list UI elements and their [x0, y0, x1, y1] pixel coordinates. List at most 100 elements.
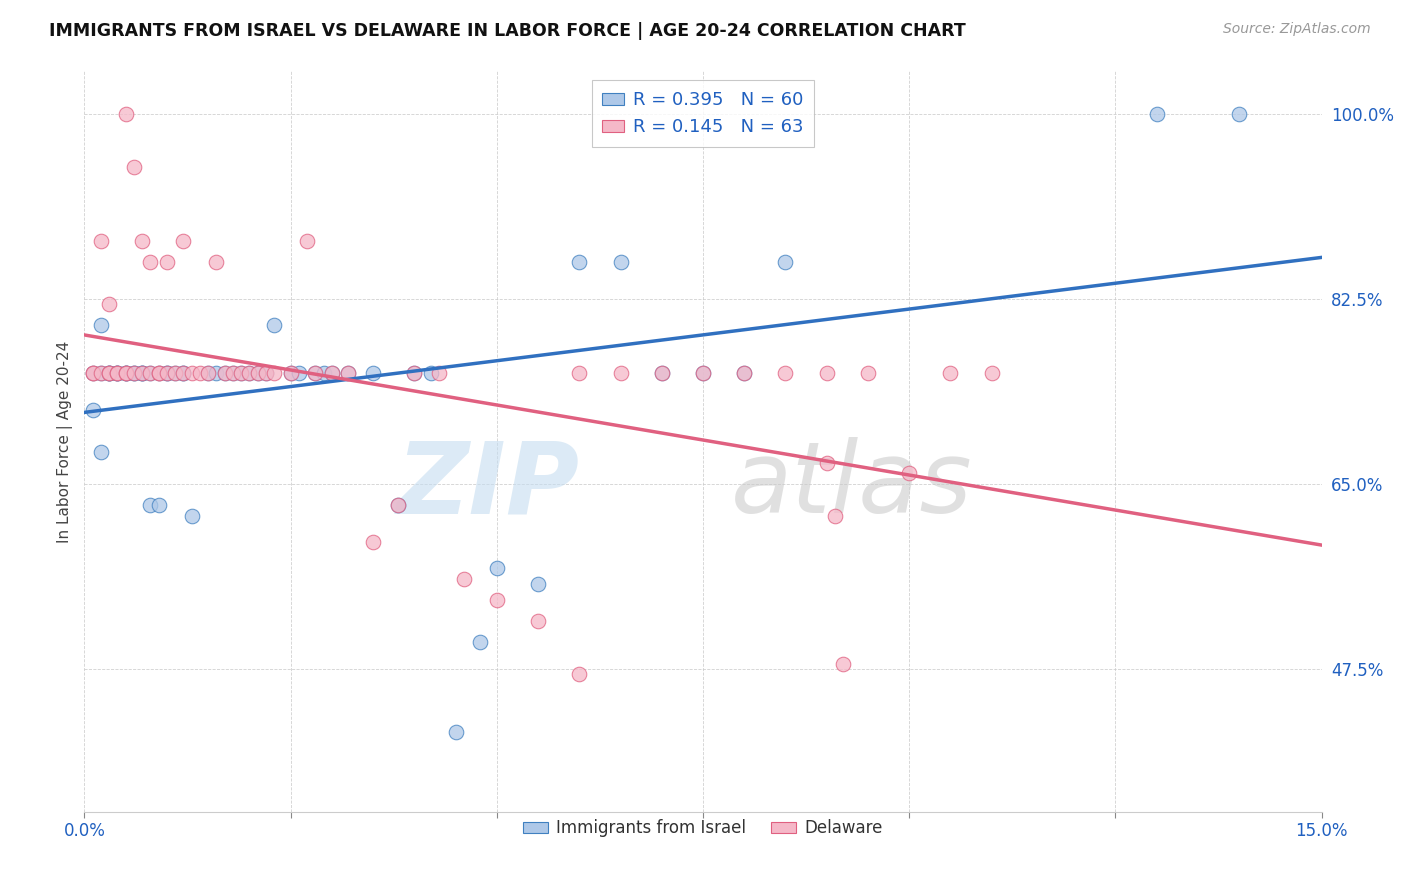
Point [139, 366, 162, 380]
Point [824, 508, 846, 523]
Point [444, 725, 467, 739]
Point [280, 366, 302, 380]
Point [280, 366, 302, 380]
Text: ZIP: ZIP [396, 437, 579, 534]
Point [238, 366, 260, 380]
Point [148, 366, 170, 380]
Point [172, 366, 194, 380]
Point [485, 561, 508, 575]
Point [733, 366, 755, 380]
Point [222, 366, 245, 380]
Point [733, 366, 755, 380]
Point [609, 366, 631, 380]
Point [304, 366, 326, 380]
Point [90, 318, 112, 333]
Point [122, 366, 145, 380]
Point [114, 366, 136, 380]
Point [361, 366, 384, 380]
Point [105, 366, 128, 380]
Point [1146, 106, 1168, 120]
Point [180, 508, 202, 523]
Point [427, 366, 450, 380]
Point [321, 366, 343, 380]
Point [246, 366, 269, 380]
Point [114, 366, 136, 380]
Point [131, 366, 153, 380]
Point [82, 366, 104, 380]
Point [692, 366, 714, 380]
Point [188, 366, 211, 380]
Point [1227, 106, 1250, 120]
Point [148, 498, 170, 512]
Point [98, 366, 121, 380]
Point [105, 366, 128, 380]
Point [832, 657, 855, 671]
Point [90, 366, 112, 380]
Text: Source: ZipAtlas.com: Source: ZipAtlas.com [1223, 22, 1371, 37]
Point [105, 366, 128, 380]
Point [82, 402, 104, 417]
Point [337, 366, 360, 380]
Point [197, 366, 219, 380]
Point [197, 366, 219, 380]
Point [815, 456, 838, 470]
Point [254, 366, 277, 380]
Point [172, 366, 194, 380]
Text: IMMIGRANTS FROM ISRAEL VS DELAWARE IN LABOR FORCE | AGE 20-24 CORRELATION CHART: IMMIGRANTS FROM ISRAEL VS DELAWARE IN LA… [49, 22, 966, 40]
Point [156, 254, 179, 268]
Point [651, 366, 673, 380]
Point [246, 366, 269, 380]
Point [98, 366, 121, 380]
Point [131, 366, 153, 380]
Point [114, 366, 136, 380]
Point [238, 366, 260, 380]
Point [775, 366, 797, 380]
Point [165, 366, 187, 380]
Point [453, 572, 475, 586]
Point [105, 366, 128, 380]
Point [527, 577, 550, 591]
Point [122, 366, 145, 380]
Point [122, 366, 145, 380]
Point [139, 254, 162, 268]
Point [139, 366, 162, 380]
Point [114, 366, 136, 380]
Point [148, 366, 170, 380]
Point [98, 366, 121, 380]
Point [172, 234, 194, 248]
Point [856, 366, 879, 380]
Point [263, 318, 285, 333]
Point [156, 366, 179, 380]
Point [105, 366, 128, 380]
Point [180, 366, 202, 380]
Point [404, 366, 426, 380]
Point [98, 297, 121, 311]
Point [361, 535, 384, 549]
Point [165, 366, 187, 380]
Point [205, 366, 228, 380]
Point [222, 366, 245, 380]
Point [485, 593, 508, 607]
Point [568, 254, 591, 268]
Point [90, 445, 112, 459]
Point [939, 366, 962, 380]
Point [205, 254, 228, 268]
Point [131, 366, 153, 380]
Point [651, 366, 673, 380]
Point [312, 366, 335, 380]
Point [387, 498, 409, 512]
Point [114, 366, 136, 380]
Y-axis label: In Labor Force | Age 20-24: In Labor Force | Age 20-24 [58, 341, 73, 542]
Point [527, 615, 550, 629]
Point [122, 160, 145, 174]
Point [82, 366, 104, 380]
Point [229, 366, 252, 380]
Point [404, 366, 426, 380]
Legend: Immigrants from Israel, Delaware: Immigrants from Israel, Delaware [516, 813, 890, 844]
Point [172, 366, 194, 380]
Point [387, 498, 409, 512]
Point [148, 366, 170, 380]
Point [90, 234, 112, 248]
Point [337, 366, 360, 380]
Point [214, 366, 236, 380]
